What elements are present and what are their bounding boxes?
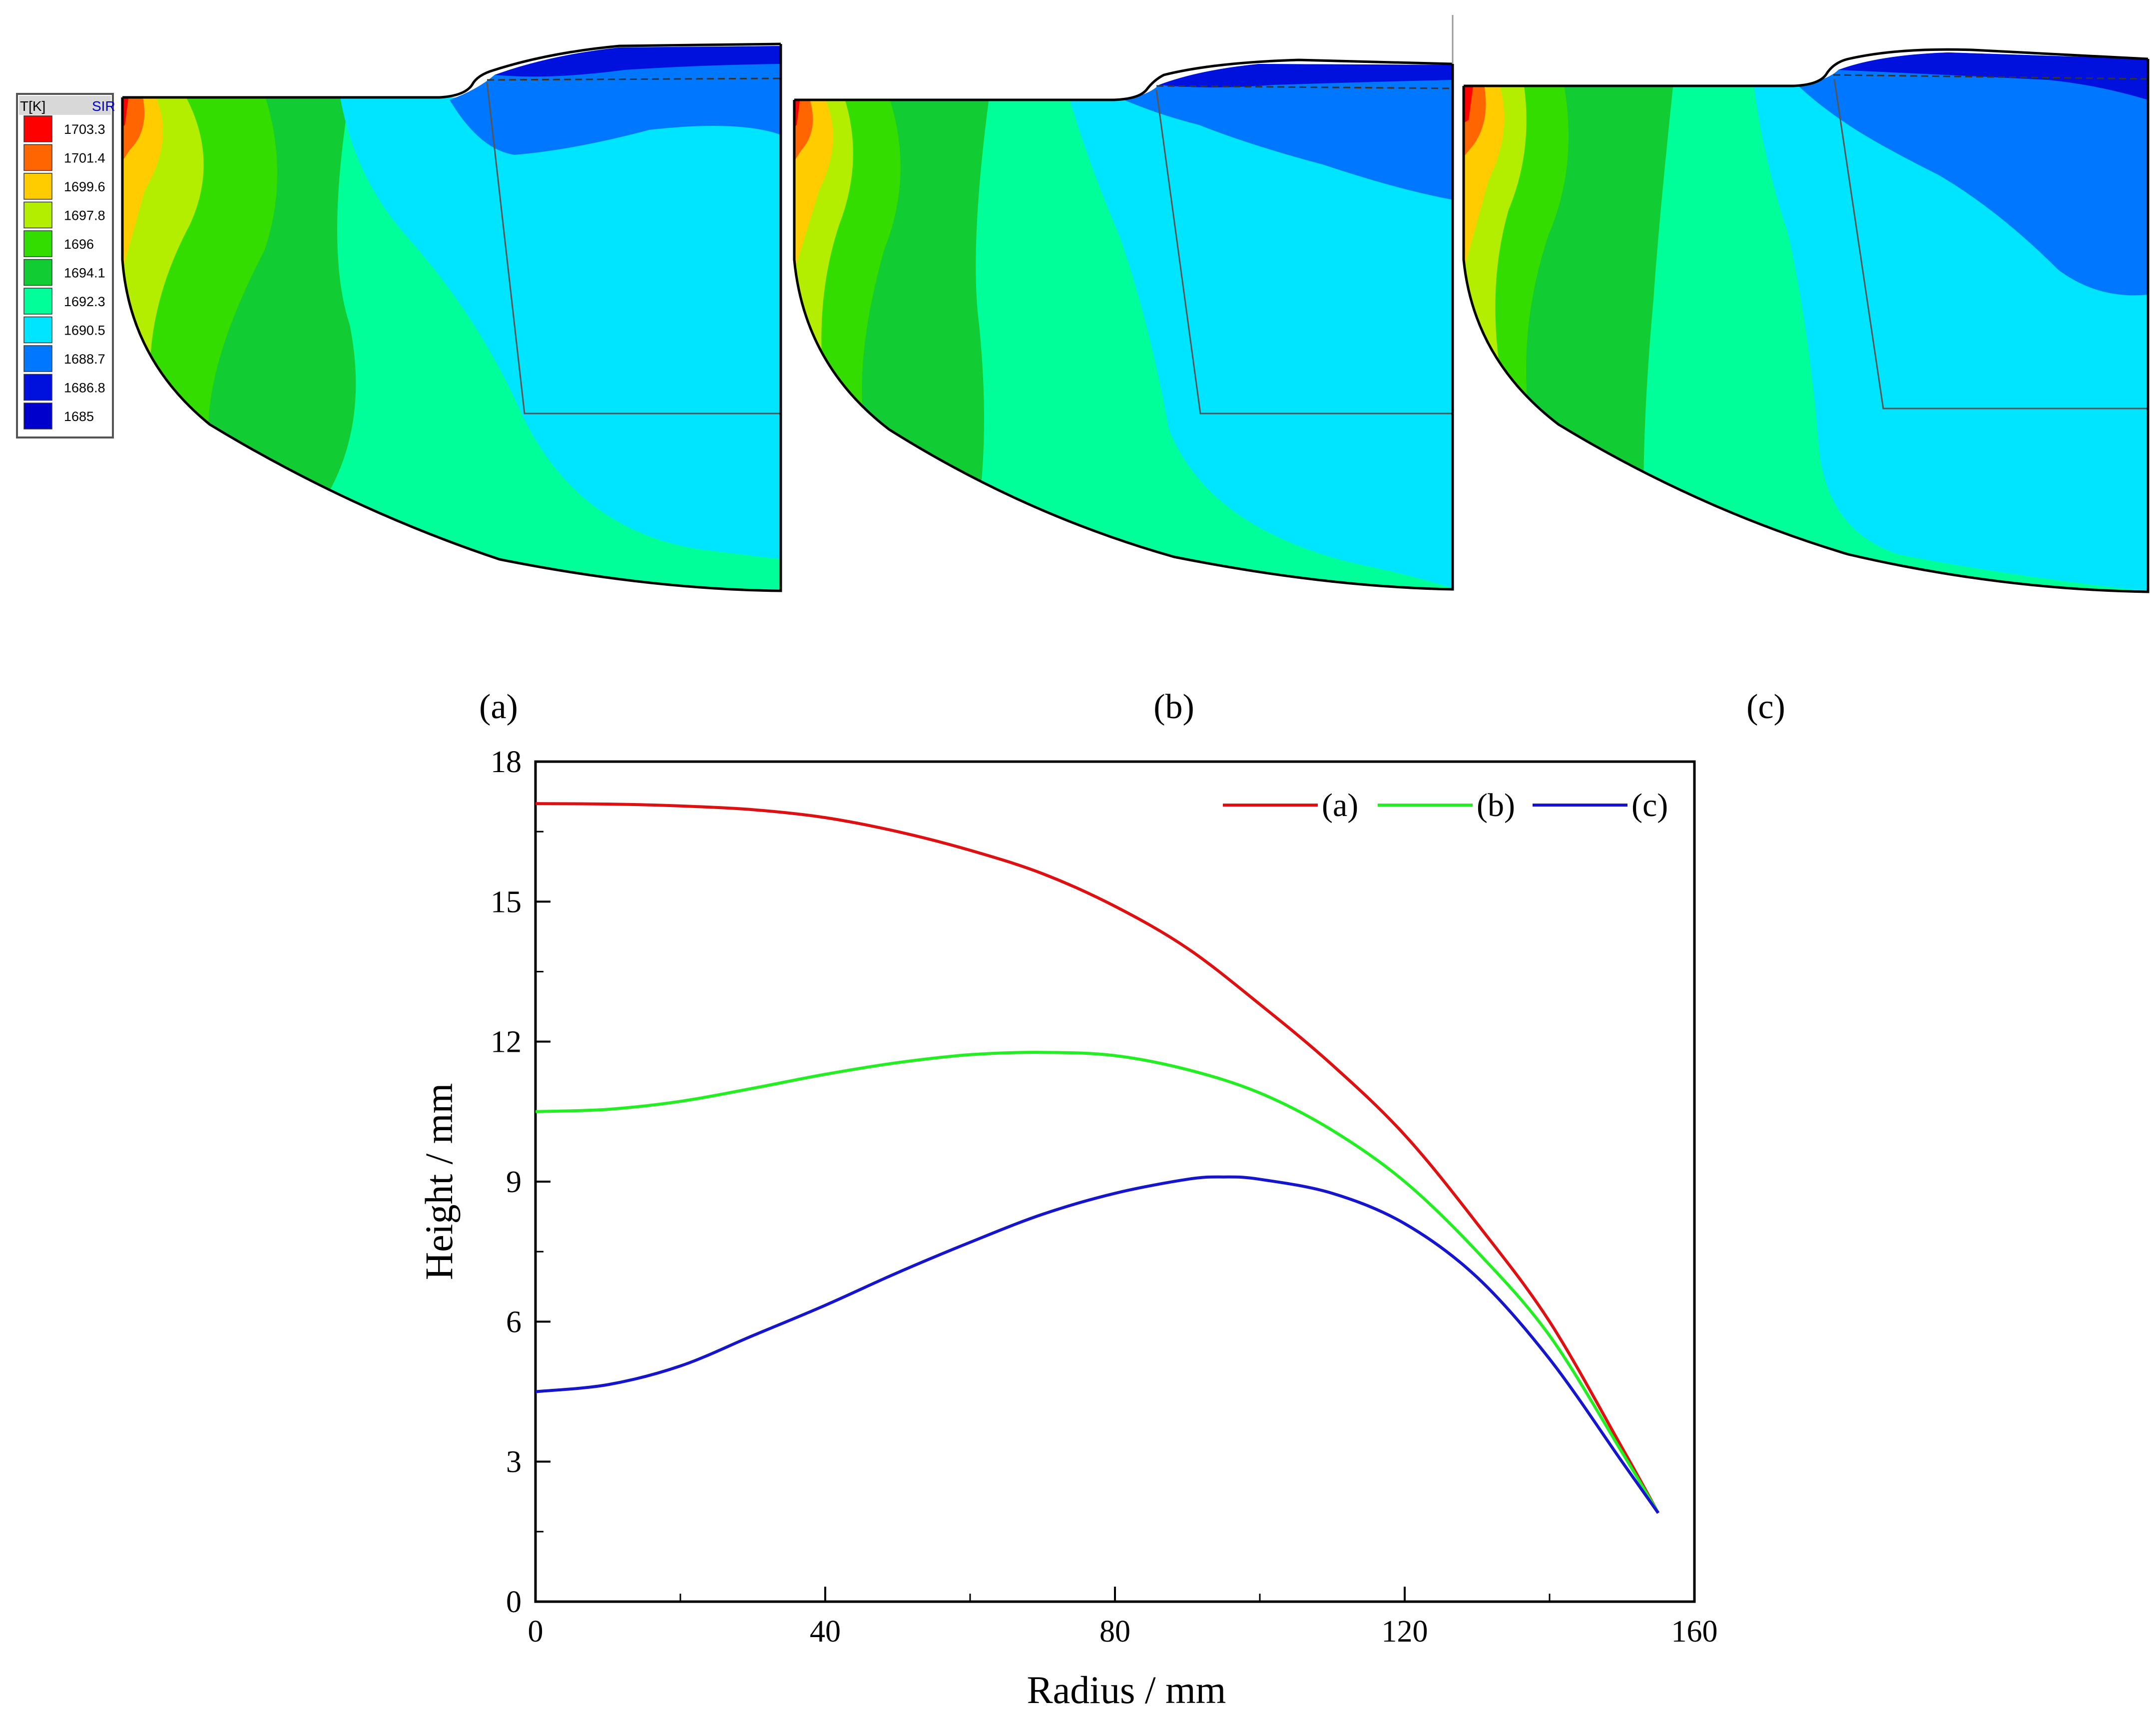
x-axis: 0 40 80 120 160 [528,1587,1718,1649]
band-1703 [794,100,800,130]
chart-legend: (a) (b) (c) [1223,787,1668,824]
panel-b-meniscus-top [1159,64,1453,87]
x-tick-label: 80 [1099,1615,1130,1649]
chart-legend-label: (a) [1322,787,1358,824]
y-tick-label: 15 [491,885,522,919]
y-axis-label: Height / mm [417,1083,461,1280]
series-line-a [535,802,1660,1514]
legend-value: 1690.5 [64,323,105,338]
line-chart: 0 40 80 120 160 0 3 6 9 12 15 18 (a) (b) (c) Radius … [417,745,1718,1712]
legend-header-left: T[K] [20,98,45,114]
panel-c-outline [1462,59,2150,593]
caption-b: (b) [1153,688,1194,726]
x-tick-label: 120 [1382,1615,1428,1649]
legend-entries: 1703.3 1701.4 1699.6 1697.8 1696 1694.1 1692.3… [23,115,105,430]
legend-swatch [23,403,52,430]
panel-c-dashed-line [1833,74,2149,80]
panel-b-meniscus [1124,64,1453,200]
y-tick-label: 0 [506,1585,522,1619]
x-tick-label: 0 [528,1615,543,1649]
x-axis-label: Radius / mm [1027,1668,1226,1712]
legend-value: 1697.8 [64,208,105,223]
legend-swatch [23,173,52,200]
y-axis: 0 3 6 9 12 15 18 [491,745,550,1619]
x-tick-label: 160 [1671,1615,1718,1649]
panel-c-top-edge [1464,48,2149,87]
caption-c: (c) [1746,688,1785,726]
series-lines [535,802,1660,1514]
legend-swatch [23,144,52,171]
legend-value: 1686.8 [64,381,105,396]
panel-c-meniscus-top [1838,52,2148,100]
y-tick-label: 9 [506,1165,522,1199]
series-line-b [535,1051,1660,1514]
panel-b-outline [793,64,1454,591]
caption-a: (a) [479,688,518,726]
legend-value: 1694.1 [64,266,105,281]
y-tick-label: 3 [506,1445,522,1479]
legend-value: 1699.6 [64,179,105,194]
panel-c [1462,48,2150,593]
panel-b [793,15,1454,591]
legend-swatch [23,374,52,401]
panel-a-top-edge [122,42,781,99]
series-line-c [535,1175,1659,1514]
legend-value: 1685 [64,409,94,424]
panel-a-contours [122,97,781,589]
legend-swatch [23,115,52,142]
legend-swatch [23,259,52,286]
panel-a [121,42,782,592]
legend-swatch [23,201,52,229]
band-1690 [340,97,781,559]
panel-b-dashed-line [1156,85,1453,89]
legend-value: 1701.4 [64,151,105,166]
legend-value: 1692.3 [64,294,105,309]
panel-a-crystal-outline [486,82,781,415]
y-tick-label: 18 [491,745,522,779]
temperature-legend: T[K] SIR 1703.3 1701.4 1699.6 1697.8 1696 169… [16,93,115,438]
legend-value: 1696 [64,237,94,252]
x-tick-label: 40 [810,1615,841,1649]
chart-legend-label: (b) [1477,787,1515,824]
panel-c-meniscus [1798,52,2148,296]
legend-header [19,96,111,115]
panel-a-dashed-line [487,77,781,81]
legend-swatch [23,230,52,257]
chart-legend-label: (c) [1631,787,1668,824]
panel-a-meniscus-top [495,46,781,77]
band-1690 [1069,100,1453,588]
legend-swatch [23,345,52,372]
panel-c-crystal-outline [1833,78,2148,410]
y-tick-label: 12 [491,1025,522,1059]
y-tick-label: 6 [506,1305,522,1339]
panel-b-top-edge [794,58,1453,101]
legend-header-right: SIR [92,98,115,114]
panel-b-crystal-outline [1155,89,1453,415]
plot-frame [534,760,1696,1603]
legend-swatch [23,288,52,315]
band-1697 [122,97,204,589]
legend-value: 1703.3 [64,122,105,137]
legend-swatch [23,316,52,344]
legend-value: 1688.7 [64,352,105,367]
panel-a-outline [121,44,782,592]
band-1703 [122,97,129,130]
